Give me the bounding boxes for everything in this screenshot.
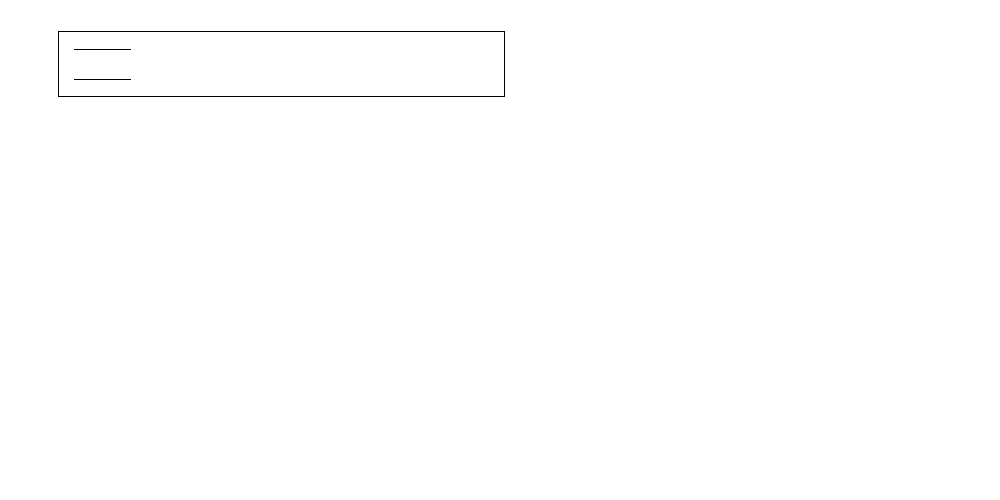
legend-entry-permuted <box>59 37 504 61</box>
legend <box>58 31 505 97</box>
legend-entry-patient <box>59 67 504 91</box>
permuted-line-swatch <box>74 48 131 50</box>
patient-line-swatch <box>74 78 131 80</box>
